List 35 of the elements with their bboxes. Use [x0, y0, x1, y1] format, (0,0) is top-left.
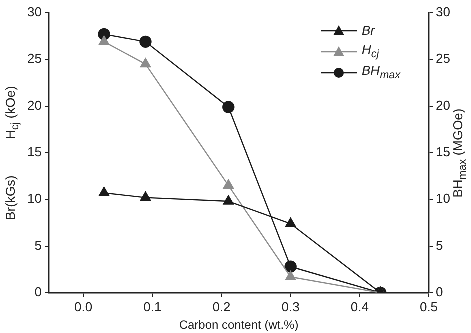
x-tick-label: 0.1	[144, 299, 162, 314]
x-tick-label: 0.3	[282, 299, 300, 314]
x-axis-title: Carbon content (wt.%)	[179, 318, 299, 332]
y2-tick-label: 30	[436, 4, 450, 20]
y2-tick-label: 0	[436, 284, 444, 300]
point	[285, 271, 296, 280]
point	[98, 36, 110, 46]
y-tick-label: 0	[34, 284, 42, 300]
legend-label: H$_{cj}$	[362, 42, 380, 61]
legend-label: Br	[362, 23, 375, 38]
y-tick-label: 10	[28, 191, 42, 206]
point	[140, 58, 152, 68]
y-tick-label: 5	[34, 238, 42, 253]
y2-tick-label: 25	[436, 51, 450, 66]
point	[284, 260, 297, 273]
point	[285, 218, 296, 228]
y2-tick-label: 15	[436, 144, 450, 160]
point	[223, 180, 234, 190]
legend-label: BH$_{max}$	[362, 63, 401, 82]
point	[222, 101, 235, 114]
y-tick-label: 25	[28, 51, 42, 66]
y-tick-label: 20	[28, 98, 42, 113]
y2-tick-label: 10	[436, 191, 450, 206]
y2-tick-label: 20	[436, 98, 450, 113]
y-tick-label: 15	[28, 144, 42, 160]
y2-tick-label: 5	[436, 238, 444, 253]
point	[140, 192, 152, 202]
point	[140, 36, 152, 48]
x-tick-label: 0.4	[350, 299, 369, 314]
x-tick-label: 0.2	[212, 299, 231, 314]
point	[98, 187, 110, 196]
x-tick-label: 0.0	[74, 299, 93, 314]
point	[223, 195, 234, 205]
x-tick-label: 0.5	[420, 299, 438, 314]
y-tick-label: 30	[28, 4, 42, 20]
